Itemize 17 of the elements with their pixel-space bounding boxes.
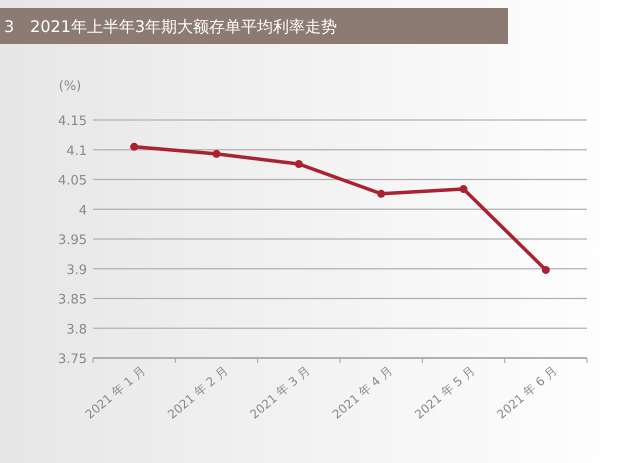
y-tick-label: 4.1: [66, 144, 87, 159]
chart-title: 3 2021年上半年3年期大额存单平均利率走势: [4, 17, 338, 36]
point: [212, 150, 220, 158]
point: [294, 160, 303, 168]
y-tick-label: 3.8: [66, 322, 87, 338]
y-tick-label: 4.15: [58, 114, 87, 129]
y-tick-label: 3.95: [58, 233, 87, 248]
point: [377, 190, 386, 198]
point: [130, 142, 138, 151]
y-tick-label: 4.05: [58, 174, 87, 188]
point: [460, 185, 468, 194]
point: [542, 266, 550, 274]
y-tick-label: 3.75: [58, 352, 87, 367]
y-tick-label: 4: [78, 203, 87, 218]
y-tick-label: 3.85: [58, 292, 87, 308]
y-axis-title: (%): [58, 79, 82, 94]
y-tick-label: 3.9: [66, 262, 87, 278]
